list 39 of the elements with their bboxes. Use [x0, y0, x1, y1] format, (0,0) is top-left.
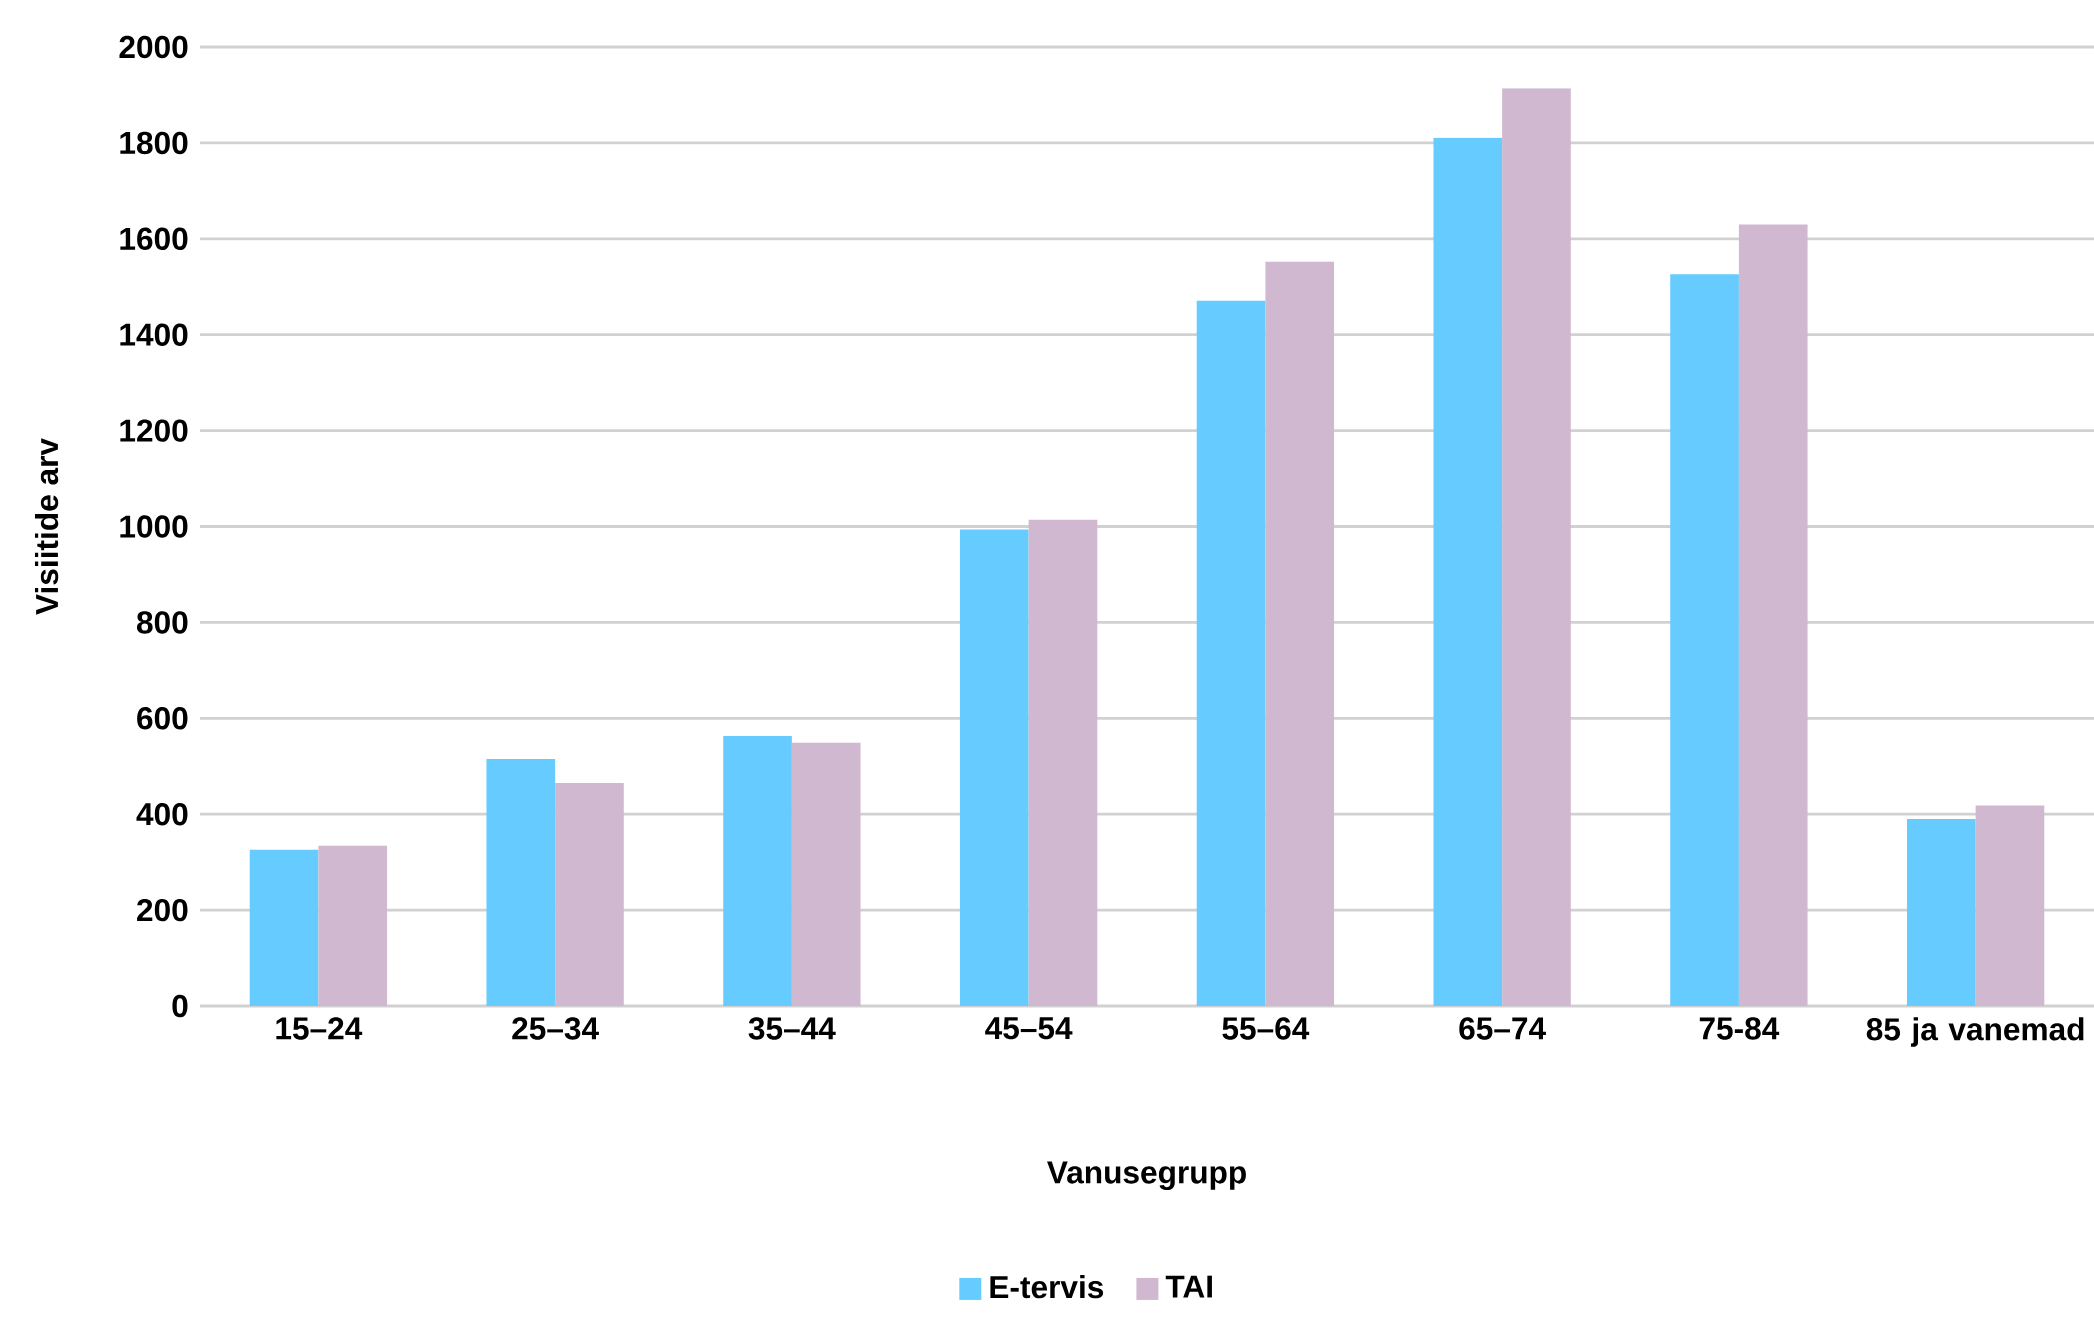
- bar: [1975, 805, 2045, 1007]
- bar: [1433, 137, 1503, 1007]
- legend-label: TAI: [1165, 1275, 1212, 1298]
- x-tick-label: 55–64: [1222, 1017, 1310, 1040]
- bar: [1738, 224, 1808, 1007]
- bar: [1670, 274, 1739, 1007]
- bar: [1906, 819, 1976, 1007]
- bar: [723, 736, 792, 1007]
- x-tick-label: 45–54: [985, 1017, 1073, 1040]
- x-tick-label: 65–74: [1459, 1017, 1546, 1040]
- y-tick-label: 1000: [120, 515, 188, 538]
- bar: [486, 759, 556, 1007]
- y-tick-label: 400: [136, 803, 188, 826]
- bar: [318, 845, 388, 1007]
- y-tick-label: 0: [172, 994, 188, 1018]
- y-tick-label: 800: [136, 611, 188, 634]
- bar: [1265, 261, 1335, 1007]
- y-tick-label: 1800: [120, 131, 188, 155]
- bar: [249, 849, 319, 1007]
- x-tick-label: 75-84: [1699, 1017, 1780, 1040]
- x-tick-label: 15–24: [276, 1017, 363, 1040]
- y-tick-label: 1200: [120, 419, 188, 442]
- x-axis-title: Vanusegrupp: [1047, 1161, 1246, 1191]
- x-tick-label: 85 ja vanemad: [1866, 1017, 2084, 1047]
- y-tick-label: 200: [137, 898, 188, 922]
- bar: [555, 783, 624, 1007]
- y-tick-label: 2000: [119, 35, 188, 59]
- bar: [1196, 300, 1266, 1007]
- bar: [791, 742, 861, 1007]
- y-tick-label: 600: [137, 707, 188, 730]
- y-tick-label: 1600: [120, 227, 188, 251]
- y-axis-title: Visiitide arv: [34, 438, 59, 615]
- bar: [959, 529, 1029, 1007]
- bar: [1028, 519, 1098, 1007]
- bar: [1502, 88, 1571, 1007]
- legend-label: E-tervis: [990, 1275, 1104, 1299]
- x-tick-label: 25–34: [512, 1017, 599, 1040]
- x-tick-label: 35–44: [748, 1017, 836, 1040]
- y-tick-label: 1400: [120, 323, 188, 346]
